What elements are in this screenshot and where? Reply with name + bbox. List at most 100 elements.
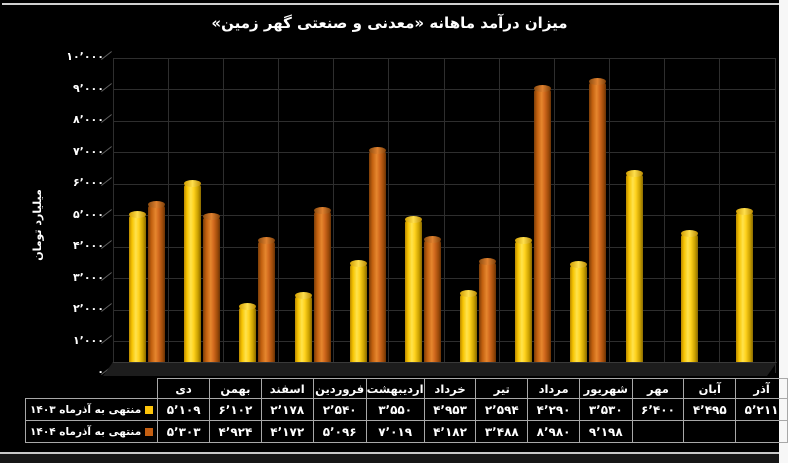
bar-top-cap	[313, 207, 331, 215]
gridline-vertical	[222, 58, 224, 373]
y-axis-tick: ۵٬۰۰۰	[72, 207, 104, 221]
table-value-cell	[631, 420, 685, 443]
table-value-cell: ۶٬۱۰۲	[209, 398, 262, 421]
bar-series2-شهریور	[589, 78, 607, 371]
y-axis-tick-labels: ۰ ۱٬۰۰۰ ۲٬۰۰۰ ۳٬۰۰۰ ۴٬۰۰۰ ۵٬۰۰۰ ۶٬۰۰۰ ۷٬۰۰۰ ۸٬۰۰…	[0, 0, 113, 463]
y-axis-tick: ۶٬۰۰۰	[72, 176, 104, 189]
plot-area	[112, 57, 776, 375]
gridline-vertical	[774, 58, 776, 373]
bar-top-cap	[423, 236, 441, 244]
bar-series2-دی	[148, 200, 165, 371]
bar-top-cap	[203, 212, 221, 220]
table-value-cell: ۵٬۲۱۱	[735, 398, 788, 421]
bar-top-cap	[148, 200, 165, 208]
gridline-vertical	[609, 58, 610, 373]
bar-top-cap	[258, 236, 276, 244]
y-axis-tick: ۱٬۰۰۰	[72, 333, 104, 347]
table-value-cell: ۸٬۹۸۰	[527, 420, 580, 443]
bar-top-cap	[184, 179, 202, 187]
gridline-vertical	[553, 58, 555, 373]
bar-series1-شهریور	[570, 260, 588, 375]
bar-top-cap	[349, 260, 367, 268]
bar-series1-تیر	[460, 290, 477, 375]
y-axis-tick: ۰	[97, 365, 104, 378]
table-value-cell: ۴٬۴۹۵	[683, 398, 737, 421]
window-bottom-band	[0, 454, 779, 463]
legend-key-series2	[145, 427, 154, 436]
bar-top-cap	[515, 236, 533, 244]
bar-top-cap	[294, 291, 312, 299]
window-bottom-divider	[0, 452, 779, 454]
legend-key-series1	[145, 405, 154, 414]
chart-data-table: دی بهمن اسفند فروردین اردیبهشت خرداد تیر مرداد ش…	[24, 378, 788, 443]
table-value-cell: ۴٬۹۵۳	[423, 398, 477, 421]
table-value-cell: ۲٬۱۷۸	[260, 398, 314, 421]
chart-title: میزان درآمد ماهانه «معدنی و صنعتی گهر زم…	[211, 14, 568, 32]
bar-top-cap	[239, 303, 257, 311]
y-axis-tick: ۴٬۰۰۰	[72, 239, 104, 252]
legend-label: منتهی به آذرماه ۱۴۰۳	[30, 403, 142, 416]
bar-top-cap	[404, 215, 422, 223]
bar-top-cap	[680, 230, 698, 238]
bar-series1-بهمن	[184, 179, 202, 375]
table-value-cell	[735, 420, 788, 443]
y-axis-tick: ۹٬۰۰۰	[72, 81, 104, 95]
gridline-vertical	[167, 58, 169, 373]
bar-series2-مرداد	[534, 85, 552, 371]
table-value-cell: ۳٬۴۸۸	[475, 420, 529, 443]
table-value-cell: ۴٬۹۲۴	[209, 420, 262, 443]
table-value-cell	[683, 420, 737, 443]
table-month-header: آذر	[735, 378, 788, 399]
bar-series2-اسفند	[258, 236, 276, 371]
window-top-border	[2, 3, 779, 5]
table-month-header: اسفند	[260, 378, 314, 399]
table-month-header: اردیبهشت	[365, 378, 425, 399]
table-value-cell: ۳٬۵۵۰	[365, 398, 425, 421]
legend-entry: منتهی به آذرماه ۱۴۰۴	[30, 425, 154, 438]
gridline-vertical	[664, 58, 666, 373]
table-value-cell: ۵٬۰۹۶	[312, 420, 367, 443]
table-value-cell: ۹٬۱۹۸	[578, 420, 633, 443]
gridline-vertical	[278, 58, 279, 373]
table-month-header: خرداد	[423, 378, 477, 399]
y-axis-tick: ۳٬۰۰۰	[72, 270, 104, 284]
table-value-cell: ۵٬۱۰۹	[157, 398, 211, 421]
table-month-header: تیر	[475, 378, 529, 399]
table-value-cell: ۳٬۵۳۰	[578, 398, 633, 421]
bar-top-cap	[534, 85, 552, 93]
table-value-cell: ۲٬۵۹۴	[475, 398, 529, 421]
bar-series1-مهر	[625, 170, 643, 375]
gridline-vertical	[388, 58, 390, 373]
bar-top-cap	[129, 211, 146, 219]
bar-series2-خرداد	[423, 236, 441, 371]
table-month-header: شهریور	[578, 378, 633, 399]
bar-top-cap	[589, 78, 607, 86]
gridline-vertical	[719, 58, 721, 373]
y-axis-tick: ۲٬۰۰۰	[72, 302, 104, 315]
gridline-vertical	[112, 58, 114, 373]
table-value-cell: ۴٬۱۸۲	[423, 420, 477, 443]
table-month-header: بهمن	[209, 378, 262, 399]
legend-row-2: منتهی به آذرماه ۱۴۰۴	[24, 420, 159, 443]
bar-series2-تیر	[479, 258, 496, 371]
table-month-header: فروردین	[312, 378, 367, 399]
bar-series2-بهمن	[203, 212, 221, 371]
bar-top-cap	[368, 146, 386, 154]
window-right-edge	[779, 0, 788, 463]
y-axis-tick: ۱۰٬۰۰۰	[66, 50, 104, 63]
table-month-header: دی	[157, 378, 211, 399]
table-value-cell: ۵٬۳۰۳	[157, 420, 211, 443]
chart-3d-floor	[103, 362, 777, 376]
legend-label: منتهی به آذرماه ۱۴۰۴	[30, 425, 142, 438]
bar-top-cap	[460, 290, 477, 298]
table-month-header: مرداد	[527, 378, 580, 399]
table-month-header: مهر	[631, 378, 685, 399]
bar-series2-اردیبهشت	[368, 146, 386, 371]
y-axis-tick: ۸٬۰۰۰	[72, 113, 104, 126]
bar-series1-آذر	[735, 207, 753, 375]
gridline-vertical	[443, 58, 445, 373]
bar-top-cap	[479, 258, 496, 266]
legend-entry: منتهی به آذرماه ۱۴۰۳	[30, 403, 154, 416]
table-value-cell: ۷٬۰۱۹	[365, 420, 425, 443]
table-month-header: آبان	[683, 378, 737, 399]
